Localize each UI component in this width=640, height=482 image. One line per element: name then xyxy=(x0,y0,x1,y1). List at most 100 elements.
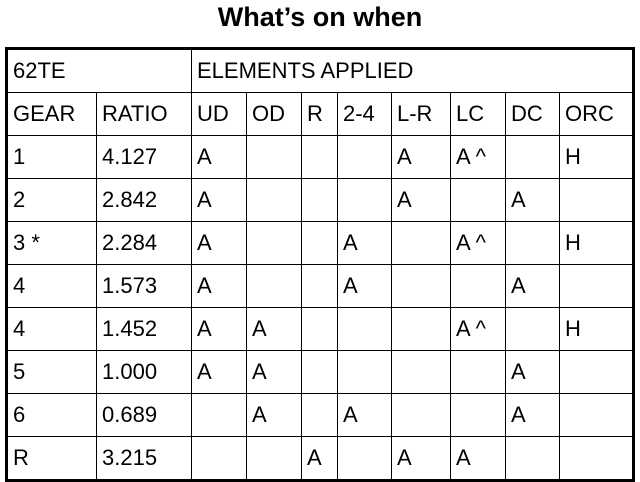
table-row: 4 1.452 A A A ^ H xyxy=(6,307,635,351)
table-cell: H xyxy=(558,221,635,265)
table-cell: A xyxy=(191,178,247,222)
title: What’s on when xyxy=(217,2,423,32)
table-cell: 6 xyxy=(6,393,97,437)
table-cell: A xyxy=(246,393,302,437)
table-cell xyxy=(558,436,635,481)
table-row: 2 2.842 A A A xyxy=(6,178,635,222)
table-cell xyxy=(505,221,560,265)
table-cell xyxy=(337,135,392,179)
table-cell: A xyxy=(505,350,560,394)
table-cell: A xyxy=(191,350,247,394)
table-cell: A xyxy=(391,436,451,481)
column-header: L-R xyxy=(391,92,451,136)
table-cell: A xyxy=(337,264,392,308)
table-cell xyxy=(391,350,451,394)
table-cell: A xyxy=(191,221,247,265)
column-header: ORC xyxy=(558,92,635,136)
group-header: 62TE xyxy=(6,48,192,93)
table-row: 5 1.000 A A A xyxy=(6,350,635,394)
table-cell xyxy=(391,264,451,308)
table-row: 6 0.689 A A A xyxy=(6,393,635,437)
table-cell xyxy=(558,178,635,222)
table-cell: A xyxy=(505,178,560,222)
table-cell xyxy=(246,221,302,265)
column-header: GEAR xyxy=(6,92,97,136)
table-cell xyxy=(301,307,338,351)
table-cell xyxy=(450,350,506,394)
table-cell: 3.215 xyxy=(96,436,192,481)
table-cell: A xyxy=(391,178,451,222)
table-cell xyxy=(450,393,506,437)
table-cell: H xyxy=(558,135,635,179)
table-cell: 4 xyxy=(6,307,97,351)
column-header: DC xyxy=(505,92,560,136)
table-row: 62TE ELEMENTS APPLIED xyxy=(6,48,635,93)
table-cell xyxy=(246,135,302,179)
table-cell: A xyxy=(337,393,392,437)
table-cell: A xyxy=(246,307,302,351)
table-cell xyxy=(301,178,338,222)
table-cell: A xyxy=(246,350,302,394)
table-cell xyxy=(337,436,392,481)
column-header: 2-4 xyxy=(337,92,392,136)
table-cell xyxy=(391,307,451,351)
table-row: GEAR RATIO UD OD R 2-4 L-R LC DC ORC xyxy=(6,92,635,136)
table-cell xyxy=(505,307,560,351)
table-cell xyxy=(450,264,506,308)
column-header: LC xyxy=(450,92,506,136)
table-cell: A ^ xyxy=(450,221,506,265)
column-header: OD xyxy=(246,92,302,136)
table-cell xyxy=(337,178,392,222)
table-row: 3 * 2.284 A A A ^ H xyxy=(6,221,635,265)
table-cell: A ^ xyxy=(450,307,506,351)
table-cell: A xyxy=(337,221,392,265)
table-cell xyxy=(246,436,302,481)
table-cell: 4 xyxy=(6,264,97,308)
table-cell: A xyxy=(391,135,451,179)
table-row: R 3.215 A A A xyxy=(6,436,635,481)
table-cell xyxy=(558,393,635,437)
table-cell: A xyxy=(191,307,247,351)
table-cell: A ^ xyxy=(450,135,506,179)
table-cell: H xyxy=(558,307,635,351)
table-cell: 1.573 xyxy=(96,264,192,308)
table-cell: A xyxy=(191,264,247,308)
table-cell xyxy=(337,307,392,351)
table-cell xyxy=(301,350,338,394)
table-cell: 0.689 xyxy=(96,393,192,437)
table-cell xyxy=(558,264,635,308)
table-cell xyxy=(191,436,247,481)
table-cell xyxy=(191,393,247,437)
table-cell xyxy=(505,436,560,481)
table-cell: 5 xyxy=(6,350,97,394)
table-cell: A xyxy=(505,393,560,437)
table-cell: 2.842 xyxy=(96,178,192,222)
table-cell xyxy=(301,393,338,437)
group-header: ELEMENTS APPLIED xyxy=(190,48,635,93)
table: 62TE ELEMENTS APPLIED GEAR RATIO UD OD R 2-4 L-R… xyxy=(5,47,636,482)
table-cell: 1.000 xyxy=(96,350,192,394)
table-cell: 2 xyxy=(6,178,97,222)
table-cell: A xyxy=(505,264,560,308)
table-cell xyxy=(246,264,302,308)
table-cell xyxy=(558,350,635,394)
table-cell xyxy=(450,178,506,222)
table-cell xyxy=(391,221,451,265)
table-cell: R xyxy=(6,436,97,481)
table-cell xyxy=(505,135,560,179)
table-row: 1 4.127 A A A ^ H xyxy=(6,135,635,179)
table-cell: A xyxy=(450,436,506,481)
table-cell xyxy=(337,350,392,394)
table-cell xyxy=(246,178,302,222)
table-row: 4 1.573 A A A xyxy=(6,264,635,308)
table-cell: 3 * xyxy=(6,221,97,265)
table-cell xyxy=(301,221,338,265)
column-header: R xyxy=(301,92,338,136)
column-header: RATIO xyxy=(96,92,192,136)
column-header: UD xyxy=(191,92,247,136)
table-cell: 2.284 xyxy=(96,221,192,265)
table-cell xyxy=(301,135,338,179)
table-cell: A xyxy=(301,436,338,481)
table-cell xyxy=(391,393,451,437)
